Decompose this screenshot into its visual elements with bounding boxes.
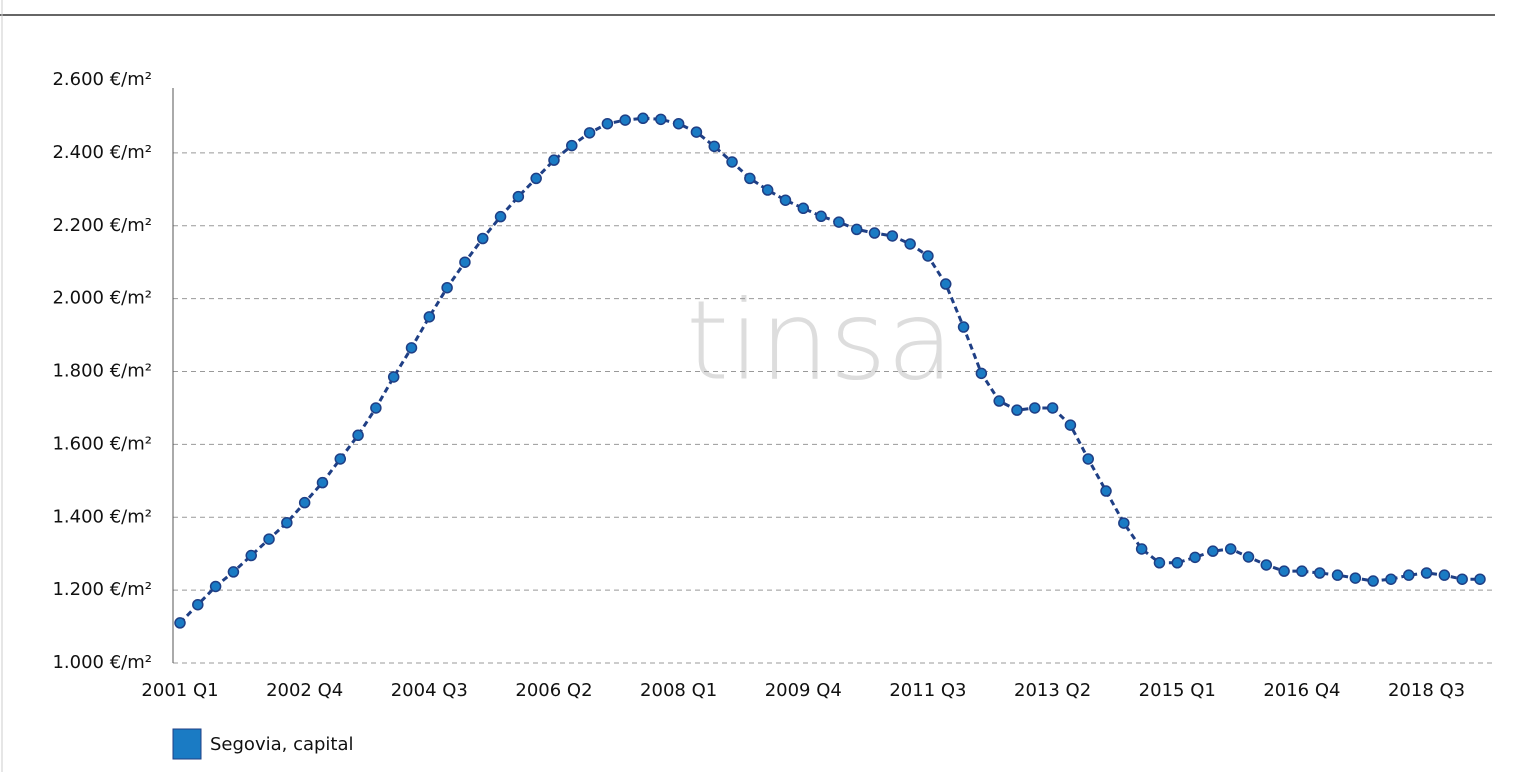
data-point: [566, 139, 578, 152]
data-point: [1207, 545, 1219, 557]
x-tick-label: 2013 Q2: [1014, 680, 1091, 701]
data-point: [1331, 569, 1344, 581]
x-tick-label: 2008 Q1: [640, 680, 717, 701]
data-point: [1135, 543, 1148, 555]
data-point: [850, 223, 863, 236]
data-point: [708, 140, 720, 153]
data-point: [922, 250, 934, 262]
data-point: [957, 321, 970, 333]
data-point: [672, 117, 685, 130]
data-point: [192, 598, 204, 611]
data-point: [387, 371, 400, 383]
data-point: [690, 126, 703, 138]
data-point: [263, 533, 275, 545]
data-point: [298, 496, 311, 509]
data-point: [797, 202, 810, 215]
data-point: [227, 566, 240, 578]
data-point: [1189, 551, 1201, 564]
data-point: [245, 549, 257, 562]
data-point: [316, 476, 329, 489]
data-point: [334, 453, 347, 465]
data-point: [1313, 567, 1326, 579]
data-point: [1118, 517, 1130, 529]
data-point: [423, 311, 436, 323]
data-point: [993, 395, 1005, 407]
y-tick-label: 2.600 €/m²: [52, 69, 152, 90]
data-point: [619, 114, 631, 126]
data-point: [1367, 575, 1379, 587]
data-point: [1278, 565, 1290, 577]
legend-swatch: [172, 728, 202, 760]
x-tick-label: 2002 Q4: [266, 680, 343, 701]
x-tick-label: 2009 Q4: [765, 680, 842, 701]
data-point: [1349, 572, 1362, 584]
data-point: [761, 184, 774, 196]
data-point: [1385, 573, 1397, 585]
data-point: [1153, 557, 1166, 569]
data-point: [1260, 559, 1273, 571]
data-point: [1420, 567, 1433, 579]
data-point: [459, 256, 471, 268]
data-point: [174, 617, 186, 629]
data-point: [530, 172, 542, 185]
data-point: [815, 210, 827, 223]
x-tick-label: 2006 Q2: [515, 680, 592, 701]
data-point: [1456, 573, 1468, 585]
data-point: [940, 278, 952, 290]
data-point: [1403, 569, 1415, 581]
data-point: [886, 230, 899, 242]
y-tick-label: 1.600 €/m²: [52, 433, 152, 454]
data-point: [637, 112, 649, 125]
y-tick-label: 1.400 €/m²: [52, 506, 152, 527]
data-point: [868, 227, 881, 239]
x-tick-label: 2015 Q1: [1139, 680, 1216, 701]
x-tick-label: 2001 Q1: [141, 680, 218, 701]
data-point: [441, 281, 453, 294]
watermark: tinsa: [686, 276, 954, 404]
x-tick-label: 2016 Q4: [1263, 680, 1340, 701]
data-point: [1242, 551, 1255, 563]
data-point: [655, 113, 667, 126]
data-point: [548, 154, 560, 166]
data-point: [975, 367, 988, 380]
data-point: [726, 156, 738, 168]
legend-label: Segovia, capital: [210, 734, 354, 755]
data-point: [405, 342, 418, 354]
data-point: [1046, 402, 1059, 414]
data-point: [1011, 404, 1023, 416]
data-point: [281, 516, 293, 529]
data-point: [1474, 573, 1486, 585]
data-point: [1224, 543, 1237, 555]
y-tick-label: 2.200 €/m²: [52, 215, 152, 236]
data-point: [1296, 565, 1308, 577]
data-point: [779, 194, 792, 206]
data-point: [352, 429, 364, 442]
y-tick-label: 1.000 €/m²: [52, 652, 152, 673]
data-point: [476, 232, 489, 245]
data-point: [833, 216, 845, 228]
data-point: [1438, 569, 1451, 581]
data-point: [601, 117, 614, 130]
data-point: [494, 210, 507, 223]
x-tick-label: 2018 Q3: [1388, 680, 1465, 701]
x-tick-label: 2004 Q3: [391, 680, 468, 701]
y-tick-label: 1.200 €/m²: [52, 579, 152, 600]
data-point: [1029, 402, 1041, 414]
data-point: [1100, 485, 1112, 497]
data-point: [904, 238, 916, 250]
x-tick-label: 2011 Q3: [889, 680, 966, 701]
data-point: [1082, 453, 1094, 465]
data-point: [744, 172, 756, 185]
y-tick-label: 2.400 €/m²: [52, 142, 152, 163]
data-point: [370, 402, 382, 414]
data-point: [1064, 419, 1077, 431]
data-point: [1171, 557, 1184, 569]
data-point: [512, 190, 525, 203]
data-point: [209, 580, 222, 593]
y-tick-label: 1.800 €/m²: [52, 361, 152, 382]
y-tick-label: 2.000 €/m²: [52, 288, 152, 309]
data-point: [583, 127, 596, 139]
